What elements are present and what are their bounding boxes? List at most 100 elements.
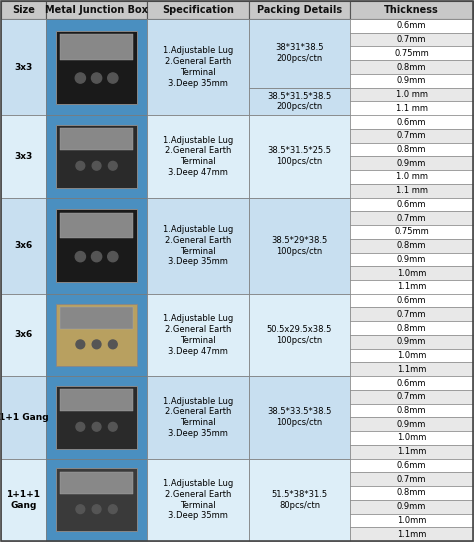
Bar (147, 1, 249, 19)
Bar (350, 431, 473, 445)
Bar (350, 417, 473, 431)
Bar (350, 376, 473, 390)
Bar (350, 19, 473, 33)
Bar (350, 115, 473, 129)
Text: 1.0mm: 1.0mm (397, 351, 426, 360)
Text: 38.5*33.5*38.5
100pcs/ctn: 38.5*33.5*38.5 100pcs/ctn (267, 408, 332, 427)
Bar (60, 213, 133, 238)
Text: 0.6mm: 0.6mm (397, 21, 427, 30)
Bar (350, 459, 473, 472)
Text: 0.7mm: 0.7mm (397, 475, 427, 483)
Text: 3x6: 3x6 (14, 331, 33, 339)
Text: 1.Adjustable Lug
2.General Earth
Terminal
3.Deep 47mm: 1.Adjustable Lug 2.General Earth Termina… (163, 314, 233, 356)
Text: Packing Details: Packing Details (257, 5, 342, 15)
Bar (350, 266, 473, 280)
Bar (350, 527, 473, 541)
Circle shape (76, 422, 85, 431)
Bar (350, 198, 473, 211)
Bar (60, 472, 133, 494)
Circle shape (75, 251, 85, 262)
Bar (350, 445, 473, 459)
Text: Metal Junction Box: Metal Junction Box (45, 5, 148, 15)
Circle shape (91, 251, 102, 262)
Bar (1, 459, 46, 541)
Bar (60, 128, 133, 150)
Circle shape (76, 162, 85, 170)
Bar (249, 294, 350, 376)
Text: 0.8mm: 0.8mm (397, 488, 427, 498)
Text: 0.6mm: 0.6mm (397, 378, 427, 388)
Bar (60, 389, 133, 411)
Bar (249, 19, 350, 88)
Text: 0.9mm: 0.9mm (397, 337, 426, 346)
Text: 38.5*31.5*38.5
200pcs/ctn: 38.5*31.5*38.5 200pcs/ctn (267, 92, 332, 111)
Text: 1.Adjustable Lug
2.General Earth
Terminal
3.Deep 35mm: 1.Adjustable Lug 2.General Earth Termina… (163, 225, 233, 266)
Text: 0.6mm: 0.6mm (397, 118, 427, 126)
Bar (350, 143, 473, 157)
Text: 1.1mm: 1.1mm (397, 365, 426, 374)
Text: 38*31*38.5
200pcs/ctn: 38*31*38.5 200pcs/ctn (275, 43, 324, 63)
Bar (147, 115, 249, 198)
Text: 1.Adjustable Lug
2.General Earth
Terminal
3.Deep 35mm: 1.Adjustable Lug 2.General Earth Termina… (163, 479, 233, 520)
Bar (350, 157, 473, 170)
Bar (147, 19, 249, 115)
Bar (46, 459, 147, 541)
Text: 38.5*29*38.5
100pcs/ctn: 38.5*29*38.5 100pcs/ctn (272, 236, 328, 255)
Text: 0.9mm: 0.9mm (397, 76, 426, 85)
Circle shape (92, 340, 101, 349)
Text: 0.8mm: 0.8mm (397, 241, 427, 250)
Text: 0.7mm: 0.7mm (397, 392, 427, 401)
Bar (46, 376, 147, 459)
Bar (56, 386, 137, 449)
Text: 1+1 Gang: 1+1 Gang (0, 413, 48, 422)
Bar (60, 307, 133, 328)
Bar (350, 513, 473, 527)
Text: 38.5*31.5*25.5
100pcs/ctn: 38.5*31.5*25.5 100pcs/ctn (267, 146, 331, 166)
Text: 0.8mm: 0.8mm (397, 62, 427, 72)
Bar (350, 253, 473, 266)
Text: Thickness: Thickness (384, 5, 439, 15)
Bar (249, 88, 350, 115)
Text: Specification: Specification (162, 5, 234, 15)
Text: 1.0mm: 1.0mm (397, 269, 426, 278)
Circle shape (108, 73, 118, 83)
Circle shape (75, 73, 85, 83)
Circle shape (109, 340, 117, 349)
Bar (350, 363, 473, 376)
Text: 0.8mm: 0.8mm (397, 406, 427, 415)
Bar (350, 33, 473, 47)
Text: 1.Adjustable Lug
2.General Earth
Terminal
3.Deep 35mm: 1.Adjustable Lug 2.General Earth Termina… (163, 47, 233, 88)
Circle shape (91, 73, 102, 83)
Bar (350, 390, 473, 404)
Text: 0.9mm: 0.9mm (397, 159, 426, 167)
Bar (350, 335, 473, 349)
Text: 1.0 mm: 1.0 mm (396, 90, 428, 99)
Bar (1, 19, 46, 115)
Bar (350, 60, 473, 74)
Text: 0.6mm: 0.6mm (397, 461, 427, 470)
Circle shape (109, 505, 117, 514)
Bar (350, 184, 473, 198)
Text: 51.5*38*31.5
80pcs/ctn: 51.5*38*31.5 80pcs/ctn (272, 490, 328, 509)
Bar (350, 170, 473, 184)
Bar (56, 468, 137, 531)
Bar (350, 47, 473, 60)
Bar (56, 125, 137, 188)
Bar (1, 294, 46, 376)
Text: 1.1 mm: 1.1 mm (396, 186, 428, 195)
Bar (60, 34, 133, 60)
Text: 0.9mm: 0.9mm (397, 420, 426, 429)
Bar (1, 115, 46, 198)
Circle shape (92, 505, 101, 514)
Bar (46, 1, 147, 19)
Text: 0.9mm: 0.9mm (397, 255, 426, 264)
Circle shape (109, 162, 117, 170)
Text: 0.9mm: 0.9mm (397, 502, 426, 511)
Bar (350, 321, 473, 335)
Text: 1.1mm: 1.1mm (397, 282, 426, 292)
Bar (350, 486, 473, 500)
Circle shape (76, 340, 85, 349)
Circle shape (92, 422, 101, 431)
Bar (350, 280, 473, 294)
Bar (56, 304, 137, 366)
